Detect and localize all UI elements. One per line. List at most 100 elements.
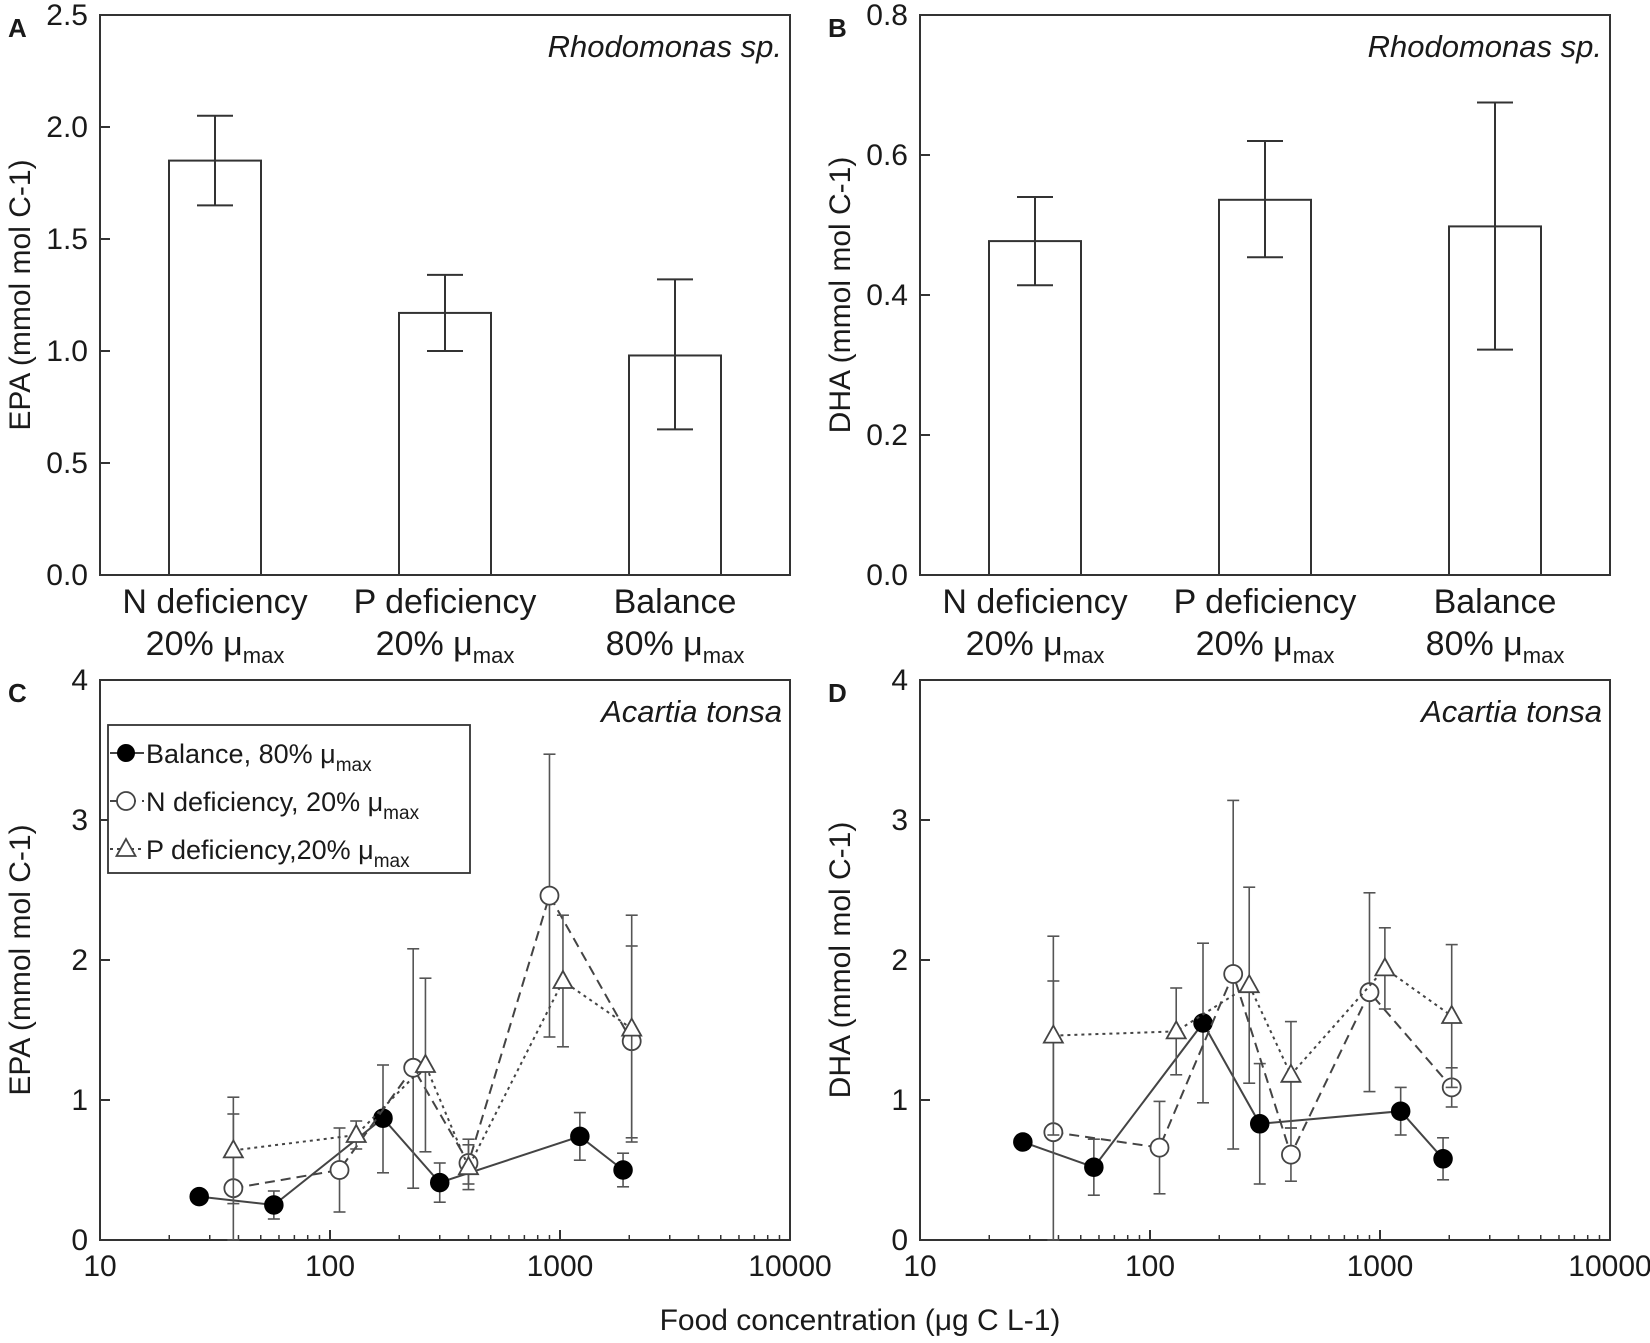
category-sublabel-sub: max <box>1523 643 1565 668</box>
data-point <box>551 969 574 989</box>
bar <box>168 159 262 576</box>
series-2 <box>1042 886 1463 1136</box>
legend-box <box>107 724 471 874</box>
category-sublabel: 80% μmax <box>606 625 745 668</box>
y-tick-label: 0 <box>71 1224 88 1257</box>
x-tick-label: 1000 <box>1347 1250 1414 1283</box>
species-label: Rhodomonas sp. <box>1368 29 1602 64</box>
panel-D: D Acartia tonsa DHA (mmol mol C-1) 0 1 2 3 4 10 1… <box>824 664 1650 1283</box>
x-tick-label: 10 <box>903 1250 936 1283</box>
category-label: Balance <box>1434 583 1557 621</box>
series-line <box>233 979 633 1170</box>
species-label: Acartia tonsa <box>1419 694 1602 729</box>
bar <box>988 240 1082 576</box>
x-axis-title: Food concentration (μg C L-1) <box>660 1304 1061 1337</box>
data-point <box>329 1160 350 1180</box>
data-point <box>1279 1062 1302 1083</box>
y-tick-label: 0.0 <box>866 559 908 592</box>
y-tick-label: 4 <box>891 664 908 697</box>
y-tick-label: 1 <box>71 1084 88 1117</box>
panel-C: C Acartia tonsa EPA (mmol mol C-1) 0 1 2 3 4 10 1… <box>4 664 832 1283</box>
category-label: P deficiency <box>354 583 537 621</box>
category-sublabel: 20% μmax <box>966 625 1105 668</box>
category-sublabel-main: 80% μ <box>606 625 703 663</box>
legend-label-main: P deficiency,20% μ <box>146 835 374 865</box>
series-1 <box>1043 799 1462 1241</box>
data-point <box>373 1108 393 1128</box>
category-sublabel-sub: max <box>703 643 745 668</box>
panel-letter: C <box>8 678 27 708</box>
series-2 <box>222 914 643 1205</box>
x-tick-label: 1000 <box>527 1250 594 1283</box>
plot-frame <box>919 679 1611 1241</box>
data-point <box>222 1138 245 1159</box>
data-point <box>539 885 560 906</box>
legend-label-main: N deficiency, 20% μ <box>146 787 383 817</box>
legend-marker <box>114 837 138 857</box>
legend-label-main: Balance, 80% μ <box>146 739 336 769</box>
y-tick-label: 3 <box>71 804 88 837</box>
species-label: Rhodomonas sp. <box>548 29 782 64</box>
data-point <box>1249 1114 1270 1134</box>
x-tick-label: 100 <box>1125 1250 1175 1283</box>
bar <box>398 311 492 576</box>
category-sublabel: 20% μmax <box>1196 625 1335 668</box>
panel-A: A Rhodomonas sp. EPA (mmol mol C-1) 0.0 0.5 1… <box>4 0 791 668</box>
y-tick-label: 0 <box>891 1224 908 1257</box>
data-point <box>429 1172 450 1193</box>
series-line <box>1053 971 1453 1158</box>
y-tick-label: 1.5 <box>46 223 88 256</box>
data-point <box>613 1160 633 1180</box>
data-point <box>264 1195 284 1215</box>
data-point <box>345 1123 368 1143</box>
category-sublabel-sub: max <box>243 643 285 668</box>
data-point <box>1223 964 1244 984</box>
category-sublabel-main: 20% μ <box>1196 625 1293 663</box>
category-sublabel-main: 20% μ <box>146 625 243 663</box>
category-sublabel-main: 20% μ <box>376 625 473 663</box>
data-point <box>1281 1144 1301 1165</box>
y-tick-label: 0.8 <box>866 0 908 32</box>
data-point <box>414 1053 437 1073</box>
series-0 <box>189 1064 633 1220</box>
legend-label: N deficiency, 20% μmax <box>146 787 420 824</box>
data-point <box>1238 973 1261 994</box>
bar <box>1448 225 1542 576</box>
legend-label-sub: max <box>374 851 410 872</box>
y-tick-label: 0.4 <box>866 279 908 312</box>
legend-marker <box>116 791 136 811</box>
legend-label-sub: max <box>383 803 419 824</box>
y-tick-label: 4 <box>71 664 88 697</box>
y-tick-label: 3 <box>891 804 908 837</box>
data-point <box>1359 982 1380 1003</box>
y-tick-label: 1.0 <box>46 335 88 368</box>
data-point <box>1149 1137 1170 1158</box>
data-point <box>1433 1149 1453 1169</box>
category-sublabel-main: 20% μ <box>966 625 1063 663</box>
series-line <box>233 893 633 1190</box>
x-tick-label: 100 <box>305 1250 355 1283</box>
series-0 <box>1013 942 1453 1196</box>
data-point <box>1193 1013 1213 1033</box>
legend-label-sub: max <box>336 755 372 776</box>
x-tick-label: 10000 <box>1568 1250 1650 1283</box>
y-tick-label: 0.0 <box>46 559 88 592</box>
category-sublabel: 80% μmax <box>1426 625 1565 668</box>
category-sublabel: 20% μmax <box>376 625 515 668</box>
category-sublabel-main: 80% μ <box>1426 625 1523 663</box>
data-point <box>1042 1023 1065 1044</box>
category-sublabel-sub: max <box>1293 643 1335 668</box>
x-tick-label: 10000 <box>748 1250 831 1283</box>
data-point <box>1390 1101 1411 1121</box>
y-tick-label: 2 <box>71 944 88 977</box>
data-point <box>620 1016 643 1037</box>
y-axis-title-group: DHA (mmol mol C-1) <box>824 157 857 434</box>
y-axis-title-group: EPA (mmol mol C-1) <box>4 159 37 430</box>
data-point <box>1084 1157 1104 1177</box>
y-axis-title: DHA (mmol mol C-1) <box>824 822 857 1099</box>
y-tick-label: 1 <box>891 1084 908 1117</box>
y-axis-title-group: DHA (mmol mol C-1) <box>824 822 857 1099</box>
y-tick-label: 2.0 <box>46 111 88 144</box>
